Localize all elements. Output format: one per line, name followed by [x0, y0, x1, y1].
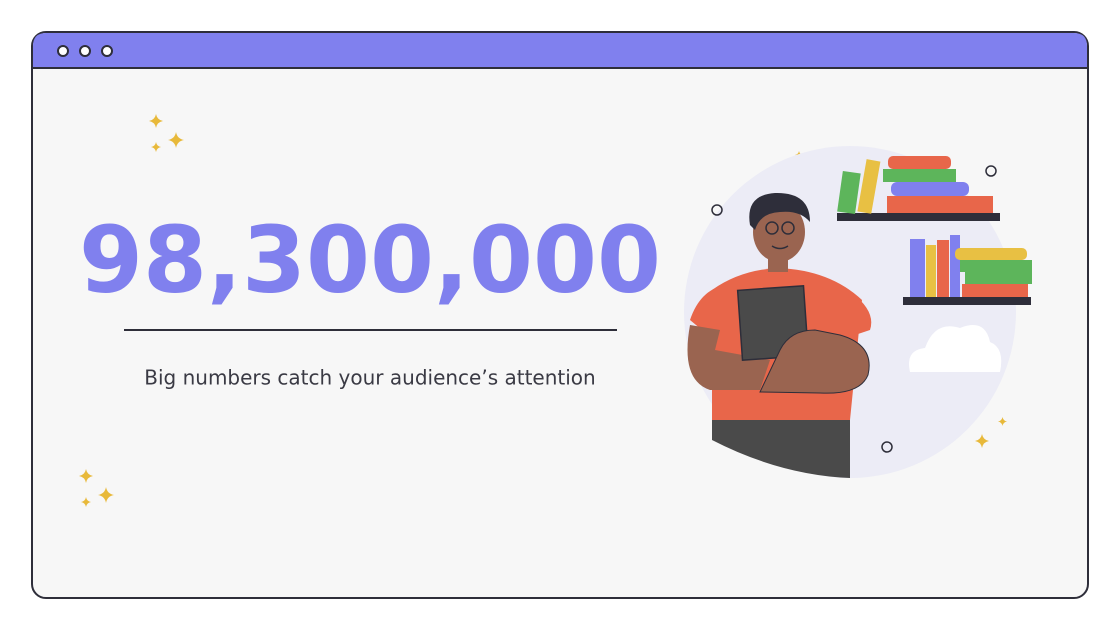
window-dot — [57, 45, 69, 57]
book — [910, 239, 925, 297]
book — [937, 240, 949, 297]
head — [753, 202, 805, 262]
pants — [712, 410, 850, 478]
illustration — [684, 146, 1032, 478]
book — [887, 196, 993, 213]
cloud — [909, 325, 1002, 372]
shelf — [837, 213, 1000, 221]
window-dot — [101, 45, 113, 57]
book — [891, 182, 969, 196]
book — [857, 159, 881, 214]
sleeve — [835, 300, 872, 340]
mouth — [771, 245, 789, 250]
book — [950, 235, 960, 297]
big-number: 98,300,000 — [79, 206, 661, 313]
shelf — [903, 297, 1031, 305]
ring — [881, 441, 893, 453]
book — [960, 260, 1032, 272]
glasses — [781, 221, 795, 235]
book — [837, 170, 861, 215]
arm — [759, 329, 870, 394]
book — [962, 284, 1028, 297]
ring — [985, 165, 997, 177]
book — [955, 248, 1027, 260]
book — [883, 169, 956, 182]
book — [888, 156, 951, 169]
arm — [687, 325, 770, 390]
window-header — [33, 33, 1087, 68]
bottom-shelf — [903, 235, 1032, 305]
book — [926, 245, 936, 297]
top-shelf — [837, 156, 1000, 221]
hair — [749, 192, 810, 230]
person — [687, 192, 872, 478]
window-dot — [79, 45, 91, 57]
book — [965, 272, 1032, 284]
caption: Big numbers catch your audience’s attent… — [144, 366, 595, 390]
glasses — [765, 221, 779, 235]
ring — [711, 204, 723, 216]
